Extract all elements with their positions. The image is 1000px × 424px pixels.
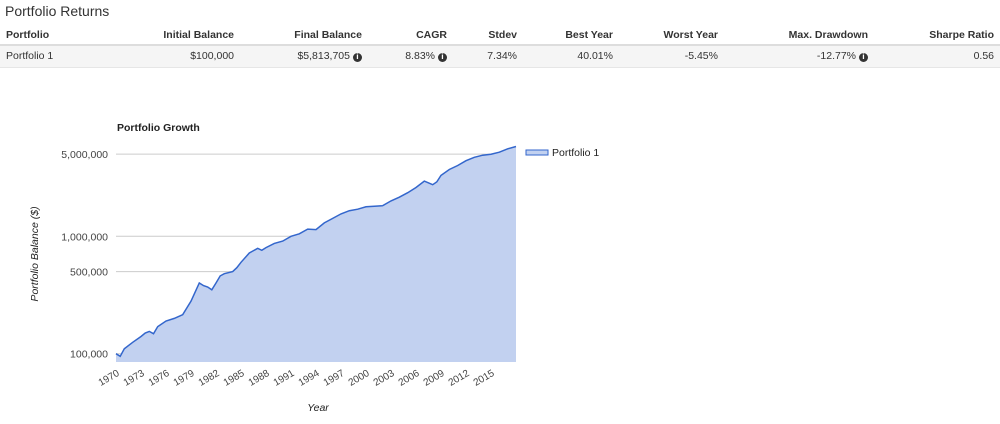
y-tick-label: 5,000,000 bbox=[61, 149, 108, 161]
header-max-drawdown[interactable]: Max. Drawdown bbox=[724, 25, 874, 46]
legend-swatch bbox=[525, 149, 549, 156]
x-tick-label: 1994 bbox=[297, 368, 322, 389]
cell-final-balance-container: $5,813,705 i bbox=[240, 45, 368, 68]
x-tick-label: 1976 bbox=[147, 368, 172, 389]
header-initial-balance[interactable]: Initial Balance bbox=[120, 25, 240, 46]
y-tick-label: 1,000,000 bbox=[61, 231, 108, 243]
x-tick-label: 1979 bbox=[172, 368, 197, 389]
x-tick-label: 2009 bbox=[422, 368, 447, 389]
table-row: Portfolio 1 $100,000 $5,813,705 i 8.83% i … bbox=[0, 45, 1000, 68]
cell-initial-balance: $100,000 bbox=[120, 45, 240, 68]
header-portfolio[interactable]: Portfolio bbox=[0, 25, 120, 46]
x-tick-label: 1985 bbox=[222, 368, 247, 389]
cell-worst-year: -5.45% bbox=[619, 45, 724, 68]
x-tick-label: 1982 bbox=[197, 368, 222, 389]
header-best-year[interactable]: Best Year bbox=[523, 25, 619, 46]
info-icon[interactable]: i bbox=[438, 53, 447, 63]
section-title: Portfolio Returns bbox=[5, 3, 110, 19]
x-tick-label: 1970 bbox=[97, 368, 122, 389]
header-stdev[interactable]: Stdev bbox=[453, 25, 523, 46]
x-tick-label: 2003 bbox=[372, 368, 397, 389]
header-cagr[interactable]: CAGR bbox=[368, 25, 453, 46]
series-line bbox=[115, 145, 517, 358]
cell-cagr: 8.83% bbox=[405, 50, 435, 63]
x-tick-label: 2000 bbox=[347, 368, 372, 389]
cell-best-year: 40.01% bbox=[523, 45, 619, 68]
x-tick-label: 2015 bbox=[472, 368, 497, 389]
legend-label: Portfolio 1 bbox=[552, 147, 599, 159]
returns-table: Portfolio Initial Balance Final Balance … bbox=[0, 25, 1000, 68]
x-tick-label: 2006 bbox=[397, 368, 422, 389]
cell-cagr-container: 8.83% i bbox=[368, 45, 453, 68]
portfolio-growth-chart: Portfolio Growth 100,000 500,000 1,000,000… bbox=[29, 122, 599, 414]
header-final-balance[interactable]: Final Balance bbox=[240, 25, 368, 46]
x-axis-label: Year bbox=[307, 402, 329, 414]
cell-max-drawdown-container: -12.77% i bbox=[724, 45, 874, 68]
x-tick-label: 2012 bbox=[447, 368, 472, 389]
y-axis-ticks: 100,000 500,000 1,000,000 5,000,000 bbox=[61, 149, 108, 361]
series-area bbox=[116, 146, 516, 362]
y-tick-label: 500,000 bbox=[70, 267, 108, 279]
y-axis-label: Portfolio Balance ($) bbox=[29, 206, 41, 301]
x-axis-ticks: 1970 1973 1976 1979 1982 1985 1988 1991 1994 1997… bbox=[97, 368, 497, 389]
table-header-row: Portfolio Initial Balance Final Balance … bbox=[0, 25, 1000, 46]
x-tick-label: 1997 bbox=[322, 368, 347, 389]
chart-title: Portfolio Growth bbox=[117, 122, 200, 134]
cell-stdev: 7.34% bbox=[453, 45, 523, 68]
info-icon[interactable]: i bbox=[353, 53, 362, 63]
header-worst-year[interactable]: Worst Year bbox=[619, 25, 724, 46]
info-icon[interactable]: i bbox=[859, 53, 868, 63]
legend[interactable]: Portfolio 1 bbox=[525, 147, 599, 159]
cell-sharpe-ratio: 0.56 bbox=[874, 45, 1000, 68]
x-tick-label: 1988 bbox=[247, 368, 272, 389]
cell-portfolio: Portfolio 1 bbox=[0, 45, 120, 68]
x-tick-label: 1973 bbox=[122, 368, 147, 389]
cell-final-balance: $5,813,705 bbox=[297, 50, 350, 63]
cell-max-drawdown: -12.77% bbox=[816, 50, 856, 63]
y-tick-label: 100,000 bbox=[70, 349, 108, 361]
x-tick-label: 1991 bbox=[272, 368, 297, 389]
header-sharpe-ratio[interactable]: Sharpe Ratio bbox=[874, 25, 1000, 46]
